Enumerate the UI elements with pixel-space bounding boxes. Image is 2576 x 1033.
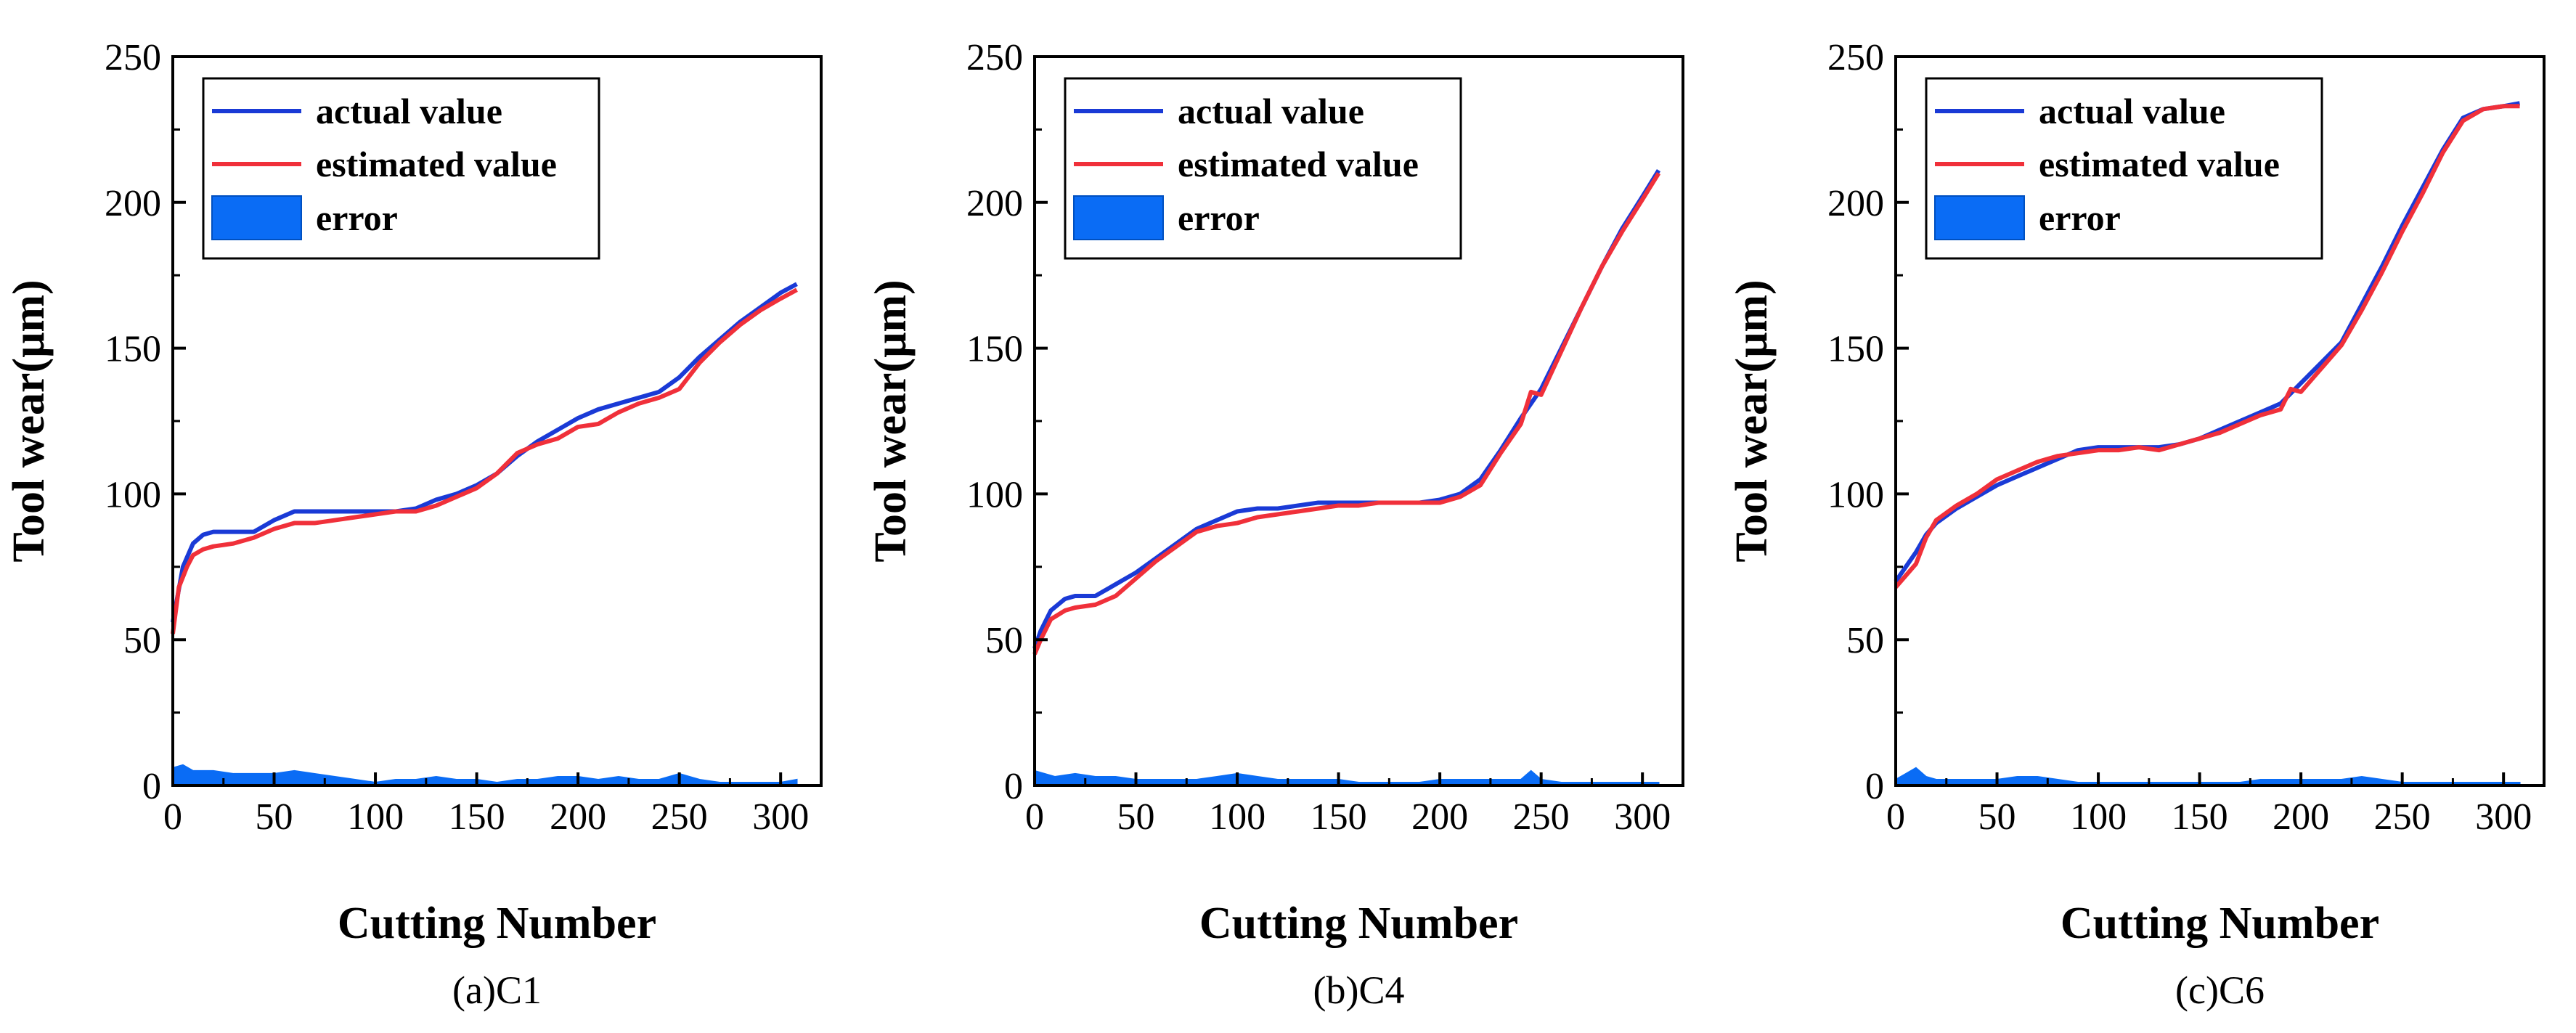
actual-value-line	[171, 282, 798, 623]
x-tick-label: 100	[1209, 796, 1265, 838]
y-tick-label: 250	[966, 37, 1023, 78]
y-tick-label: 50	[123, 620, 161, 661]
chart-panel-2: 0 50 100 150 200 250 300 0 50 100 150 200 250 Cutting…	[866, 37, 1684, 1012]
legend: actual value estimated value error	[1064, 77, 1462, 260]
y-tick-label: 150	[1827, 329, 1884, 370]
error-area	[1895, 767, 2521, 786]
estimated-value-line	[1894, 104, 2520, 589]
y-tick-label: 0	[142, 766, 161, 807]
chart-panel-3: 0 50 100 150 200 250 300 0 50 100 150 200 250 Cutting…	[1727, 37, 2546, 1012]
estimated-value-line	[171, 287, 798, 634]
y-tick-label: 200	[105, 183, 161, 224]
legend: actual value estimated value error	[1925, 77, 2323, 260]
y-tick-label: 150	[105, 329, 161, 370]
x-tick-label: 200	[550, 796, 606, 838]
y-tick-label: 250	[105, 37, 161, 78]
legend: actual value estimated value error	[202, 77, 600, 260]
x-tick-label: 150	[1311, 796, 1367, 838]
legend-label: actual value	[2039, 91, 2225, 131]
x-tick-label: 200	[2273, 796, 2329, 838]
y-tick-label: 0	[1004, 766, 1023, 807]
x-tick-label: 50	[256, 796, 293, 838]
x-tick-label: 100	[2070, 796, 2127, 838]
estimated-value-line	[1032, 172, 1661, 656]
error-area	[172, 764, 798, 786]
legend-swatch-error	[211, 195, 302, 240]
x-axis-title: Cutting Number	[2061, 899, 2379, 948]
x-axis-title: Cutting Number	[338, 899, 656, 948]
x-tick-label: 50	[1978, 796, 2016, 838]
y-tick-label: 200	[966, 183, 1023, 224]
legend-swatch-error	[1073, 195, 1164, 240]
y-tick-label: 150	[966, 329, 1023, 370]
error-area	[1034, 769, 1660, 786]
legend-swatch-error	[1934, 195, 2025, 240]
y-axis-title: Tool wear(μm)	[866, 279, 916, 562]
legend-label: estimated value	[1178, 144, 1419, 184]
chart-caption: (b)C4	[1313, 968, 1405, 1012]
y-tick-label: 100	[966, 474, 1023, 515]
x-tick-label: 150	[2172, 796, 2228, 838]
x-tick-label: 0	[1025, 796, 1044, 838]
y-tick-label: 50	[1846, 620, 1884, 661]
legend-label: estimated value	[316, 144, 557, 184]
y-tick-label: 0	[1865, 766, 1884, 807]
y-axis-title: Tool wear(μm)	[4, 279, 54, 562]
legend-label: actual value	[1178, 91, 1364, 131]
x-tick-label: 50	[1117, 796, 1155, 838]
x-tick-label: 0	[1886, 796, 1905, 838]
y-tick-label: 50	[985, 620, 1023, 661]
legend-label: error	[2039, 197, 2121, 238]
y-tick-label: 100	[105, 474, 161, 515]
x-tick-label: 300	[752, 796, 809, 838]
y-tick-label: 200	[1827, 183, 1884, 224]
x-tick-label: 200	[1411, 796, 1468, 838]
y-tick-label: 250	[1827, 37, 1884, 78]
x-tick-label: 300	[1614, 796, 1671, 838]
x-tick-label: 250	[651, 796, 708, 838]
chart-caption: (a)C1	[452, 968, 542, 1012]
x-tick-label: 100	[347, 796, 404, 838]
x-tick-label: 300	[2475, 796, 2532, 838]
legend-label: estimated value	[2039, 144, 2280, 184]
x-axis-title: Cutting Number	[1199, 899, 1518, 948]
y-tick-label: 100	[1827, 474, 1884, 515]
x-tick-label: 0	[163, 796, 182, 838]
chart-panel-1: 0 50 100 150 200 250 300 0 50 100 150 200 250 Cutting…	[4, 37, 823, 1012]
chart-caption: (c)C6	[2175, 968, 2265, 1012]
legend-label: actual value	[316, 91, 502, 131]
legend-label: error	[1178, 197, 1260, 238]
legend-label: error	[316, 197, 398, 238]
x-tick-label: 250	[1513, 796, 1570, 838]
x-tick-label: 150	[449, 796, 505, 838]
x-tick-label: 250	[2374, 796, 2431, 838]
y-axis-title: Tool wear(μm)	[1727, 279, 1777, 562]
